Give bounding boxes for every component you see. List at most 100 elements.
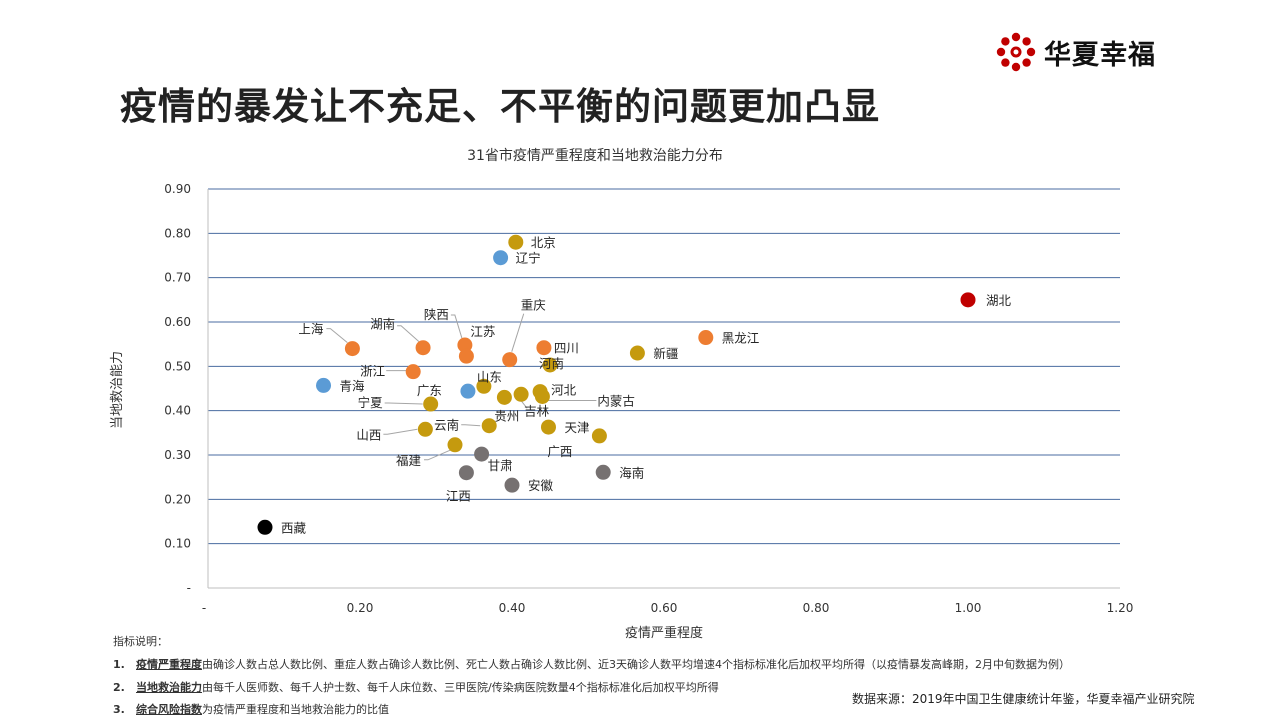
- point-label: 北京: [531, 235, 556, 250]
- point-label: 江西: [446, 489, 471, 504]
- scatter-point: [344, 341, 360, 357]
- scatter-point: [458, 348, 474, 364]
- scatter-point: [508, 234, 524, 250]
- point-label: 广东: [417, 383, 442, 398]
- scatter-point: [698, 330, 714, 346]
- note-key: 疫情严重程度: [136, 658, 202, 671]
- leader-line: [383, 428, 418, 435]
- scatter-point: [481, 418, 497, 434]
- leader-line: [511, 313, 525, 352]
- scatter-point: [405, 364, 421, 380]
- y-tick-label: 0.70: [164, 271, 191, 285]
- point-label: 广西: [547, 444, 572, 459]
- note-number: 3.: [113, 703, 125, 716]
- scatter-point: [536, 340, 552, 356]
- note-text: 为疫情严重程度和当地救治能力的比值: [202, 703, 389, 716]
- scatter-point: [457, 337, 473, 353]
- chart-axes: - 0.10 0.20 0.30 0.40 0.50 0.60 0.70 0.80 0.90 - 0.…: [164, 182, 1133, 615]
- y-tick-label: -: [187, 581, 191, 595]
- y-tick-label: 0.50: [164, 359, 191, 373]
- y-tick-label: 0.10: [164, 537, 191, 551]
- y-tick-label: 0.40: [164, 404, 191, 418]
- scatter-point: [542, 357, 558, 373]
- scatter-point: [591, 428, 607, 444]
- scatter-point: [493, 250, 509, 266]
- point-label: 山东: [477, 369, 502, 384]
- scatter-point: [504, 477, 520, 493]
- point-label: 海南: [619, 465, 644, 480]
- scatter-point: [415, 340, 431, 356]
- scatter-point: [458, 465, 474, 481]
- scatter-point: [474, 446, 490, 462]
- brand-logo-text: 华夏幸福: [1044, 39, 1156, 71]
- data-source: 数据来源：2019年中国卫生健康统计年鉴，华夏幸福产业研究院: [852, 692, 1195, 706]
- point-label: 天津: [564, 420, 589, 435]
- point-label: 四川: [554, 341, 579, 356]
- brand-logo: 华夏幸福: [996, 31, 1156, 73]
- x-tick-label: -: [202, 601, 206, 615]
- point-label: 青海: [340, 378, 366, 393]
- x-tick-label: 0.60: [651, 601, 678, 615]
- chart-gridlines: [208, 188, 1120, 545]
- point-label: 吉林: [524, 403, 550, 418]
- point-label: 西藏: [281, 520, 307, 535]
- scatter-point: [502, 352, 518, 368]
- x-tick-label: 1.20: [1107, 601, 1134, 615]
- point-label: 上海: [298, 322, 324, 337]
- y-tick-label: 0.20: [164, 492, 191, 506]
- point-label: 安徽: [528, 478, 554, 493]
- note-item: 2. 当地救治能力由每千人医师数、每千人护士数、每千人床位数、三甲医院/传染病医院…: [113, 679, 719, 695]
- point-label: 河南: [539, 356, 564, 371]
- point-label: 陕西: [424, 307, 449, 322]
- scatter-point: [423, 396, 439, 412]
- scatter-point: [595, 464, 611, 480]
- brand-logo-icon: [996, 32, 1036, 72]
- point-label: 云南: [434, 418, 459, 433]
- point-label: 福建: [396, 453, 422, 468]
- scatter-point: [960, 292, 976, 308]
- scatter-point: [460, 383, 476, 399]
- chart-y-axis-label: 当地救治能力: [109, 351, 125, 429]
- page-title: 疫情的暴发让不充足、不平衡的问题更加凸显: [120, 85, 880, 128]
- x-tick-label: 0.40: [499, 601, 526, 615]
- note-key: 当地救治能力: [136, 681, 202, 694]
- scatter-point: [513, 386, 529, 402]
- scatter-point: [417, 421, 433, 437]
- leader-line: [461, 424, 481, 427]
- chart-x-axis-label: 疫情严重程度: [625, 625, 703, 641]
- point-label: 山西: [356, 427, 381, 442]
- chart-leader-lines: [326, 313, 597, 461]
- note-text: 由确诊人数占总人数比例、重症人数占确诊人数比例、死亡人数占确诊人数比例、近3天确…: [202, 658, 1070, 671]
- point-label: 甘肃: [488, 458, 513, 473]
- leader-line: [326, 328, 348, 343]
- point-label: 黑龙江: [722, 331, 760, 346]
- chart-points: [257, 234, 976, 535]
- scatter-point: [534, 388, 550, 404]
- point-label: 湖南: [370, 317, 395, 332]
- leader-line: [384, 402, 423, 405]
- scatter-point: [629, 345, 645, 361]
- y-tick-label: 0.90: [164, 182, 191, 196]
- note-item: 3. 综合风险指数为疫情严重程度和当地救治能力的比值: [113, 701, 389, 717]
- point-label: 宁夏: [358, 395, 384, 410]
- point-label: 江苏: [470, 324, 495, 339]
- scatter-point: [447, 437, 463, 453]
- point-label: 浙江: [360, 364, 385, 379]
- notes-header: 指标说明：: [113, 635, 168, 648]
- note-number: 1.: [113, 658, 125, 671]
- x-tick-label: 1.00: [955, 601, 982, 615]
- point-label: 内蒙古: [597, 393, 635, 408]
- scatter-point: [540, 419, 556, 435]
- point-label: 贵州: [494, 408, 519, 423]
- scatter-point: [257, 519, 273, 535]
- point-label: 河北: [551, 383, 577, 398]
- leader-line: [424, 449, 452, 461]
- point-label: 湖北: [986, 293, 1012, 308]
- note-item: 1. 疫情严重程度由确诊人数占总人数比例、重症人数占确诊人数比例、死亡人数占确诊人…: [113, 656, 1070, 672]
- scatter-point: [476, 378, 492, 394]
- y-tick-label: 0.60: [164, 315, 191, 329]
- scatter-point: [496, 389, 512, 405]
- point-label: 新疆: [653, 346, 678, 361]
